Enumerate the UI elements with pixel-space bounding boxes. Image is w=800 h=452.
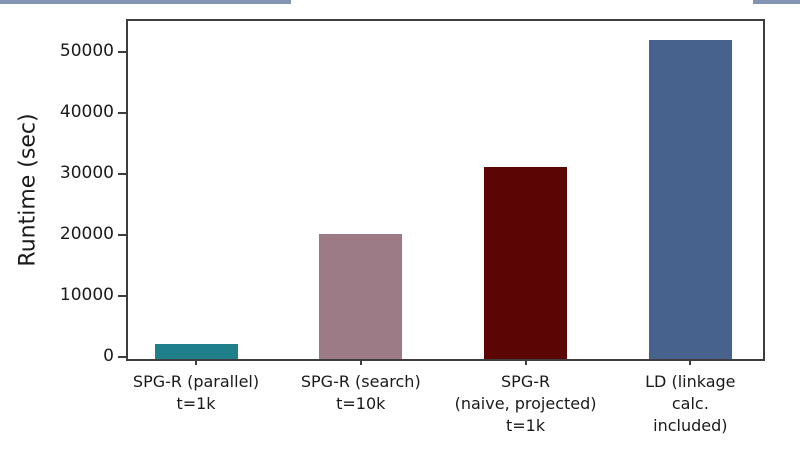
x-category-label: SPG-R (parallel) t=1k [132, 372, 260, 413]
plot-area [126, 19, 765, 361]
y-tick-label: 50000 [59, 40, 114, 61]
x-tick-mark [689, 359, 692, 365]
bar-4 [648, 39, 732, 359]
x-category-label: SPG-R (naive, projected) t=1k [454, 372, 597, 435]
x-tick-mark [359, 359, 362, 365]
y-tick-mark [118, 172, 126, 175]
y-tick-label: 20000 [59, 223, 114, 244]
x-category-label: LD (linkage calc. included) [645, 372, 736, 435]
x-category-label: SPG-R (search) t=10k [300, 372, 421, 413]
x-tick-mark [195, 359, 197, 365]
y-tick-label: 40000 [59, 101, 114, 122]
y-tick-label: 10000 [59, 284, 114, 305]
bar-2 [319, 233, 403, 359]
y-tick-mark [118, 50, 126, 53]
y-tick-mark [118, 111, 126, 114]
slide-top-rule-left [0, 0, 291, 4]
x-tick-mark [524, 359, 527, 365]
y-tick-label: 30000 [59, 162, 114, 183]
y-tick-label: 0 [103, 346, 114, 366]
y-tick-mark [118, 233, 126, 236]
y-axis-title: Runtime (sec) [15, 113, 41, 267]
slide-top-rule-right [753, 0, 800, 4]
y-tick-mark [118, 356, 126, 358]
y-tick-mark [118, 294, 126, 297]
bar-3 [484, 166, 568, 359]
bar-1 [154, 343, 238, 359]
